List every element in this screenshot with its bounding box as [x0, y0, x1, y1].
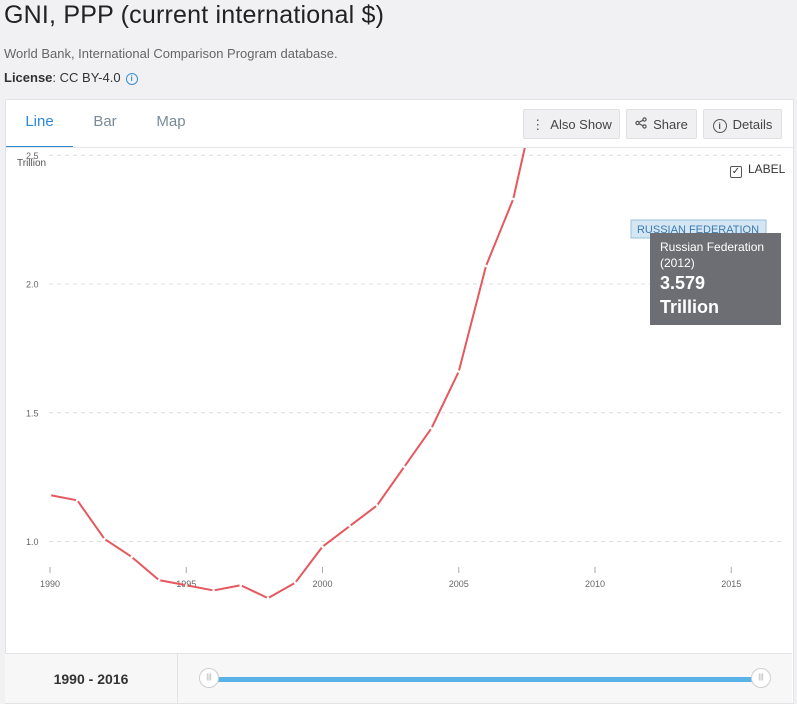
range-start: 1990: [53, 671, 85, 687]
y-tick-label: 2.5: [26, 151, 39, 161]
range-label: 1990 - 2016: [5, 654, 178, 703]
also-show-label: Also Show: [550, 117, 612, 132]
share-label: Share: [653, 117, 688, 132]
data-point: [430, 426, 433, 430]
x-tick-label: 2005: [449, 579, 469, 589]
share-icon: [635, 110, 647, 140]
tooltip: Russian Federation (2012) 3.579 Trillion: [650, 233, 781, 325]
data-point: [239, 583, 243, 587]
details-button[interactable]: i Details: [703, 109, 782, 139]
chart-panel: Line Bar Map ⋮ Also Show Share i Details ✓…: [5, 99, 794, 704]
data-point: [103, 537, 106, 541]
range-slider-track[interactable]: [210, 677, 765, 682]
range-end: 2016: [97, 671, 129, 687]
data-point: [75, 499, 79, 502]
label-toggle-text: LABEL: [748, 162, 786, 176]
label-toggle[interactable]: ✓ LABEL: [730, 162, 785, 178]
license-value: : CC BY-4.0: [52, 70, 121, 85]
info-circle-icon: i: [712, 119, 727, 133]
tooltip-box: [650, 233, 781, 325]
tooltip-country: Russian Federation: [660, 240, 764, 254]
x-tick-label: 2010: [585, 579, 605, 589]
y-tick-label: 2.0: [26, 280, 39, 290]
data-point: [348, 524, 352, 528]
range-end-handle[interactable]: |||: [751, 668, 771, 688]
checkbox-checked-icon[interactable]: ✓: [730, 166, 742, 178]
share-button[interactable]: Share: [626, 109, 697, 139]
tooltip-value: 3.579: [660, 273, 705, 293]
data-point: [212, 589, 215, 592]
license-label: License: [4, 70, 53, 85]
data-point: [375, 504, 379, 507]
data-point: [457, 370, 461, 373]
y-tick-label: 1.0: [26, 537, 39, 547]
series-line: [49, 148, 526, 600]
data-point: [48, 493, 52, 497]
range-bar: 1990 - 2016 ||| |||: [5, 653, 792, 703]
data-point: [157, 578, 161, 582]
data-point: [484, 264, 488, 268]
tab-line[interactable]: Line: [6, 100, 73, 148]
source-text: World Bank, International Comparison Pro…: [4, 46, 338, 61]
data-point: [184, 583, 188, 587]
x-tick-label: 2000: [312, 579, 332, 589]
page-title: GNI, PPP (current international $): [4, 1, 385, 29]
y-axis-title: Trillion: [17, 158, 46, 169]
x-tick-label: 2015: [721, 579, 741, 589]
data-point: [402, 465, 406, 469]
tab-divider: [6, 147, 793, 148]
license-line: License: CC BY-4.0 i: [4, 70, 138, 85]
details-label: Details: [732, 117, 773, 132]
data-point: [293, 581, 297, 584]
more-vertical-icon: ⋮: [531, 117, 545, 132]
y-tick-label: 1.5: [26, 408, 39, 418]
tooltip-unit: Trillion: [660, 297, 719, 317]
line-chart: Trillion1.01.52.02.53.03.519901995200020…: [17, 148, 784, 600]
x-tick-label: 1990: [40, 579, 60, 589]
tab-bar[interactable]: Bar: [93, 113, 117, 130]
tab-map[interactable]: Map: [156, 113, 186, 130]
data-point: [266, 596, 270, 600]
data-point: [130, 555, 134, 559]
tooltip-year: (2012): [660, 256, 695, 270]
data-point: [321, 545, 324, 548]
range-start-handle[interactable]: |||: [199, 668, 219, 688]
data-point: [511, 197, 515, 201]
info-icon[interactable]: i: [125, 73, 138, 85]
also-show-button[interactable]: ⋮ Also Show: [523, 109, 620, 139]
